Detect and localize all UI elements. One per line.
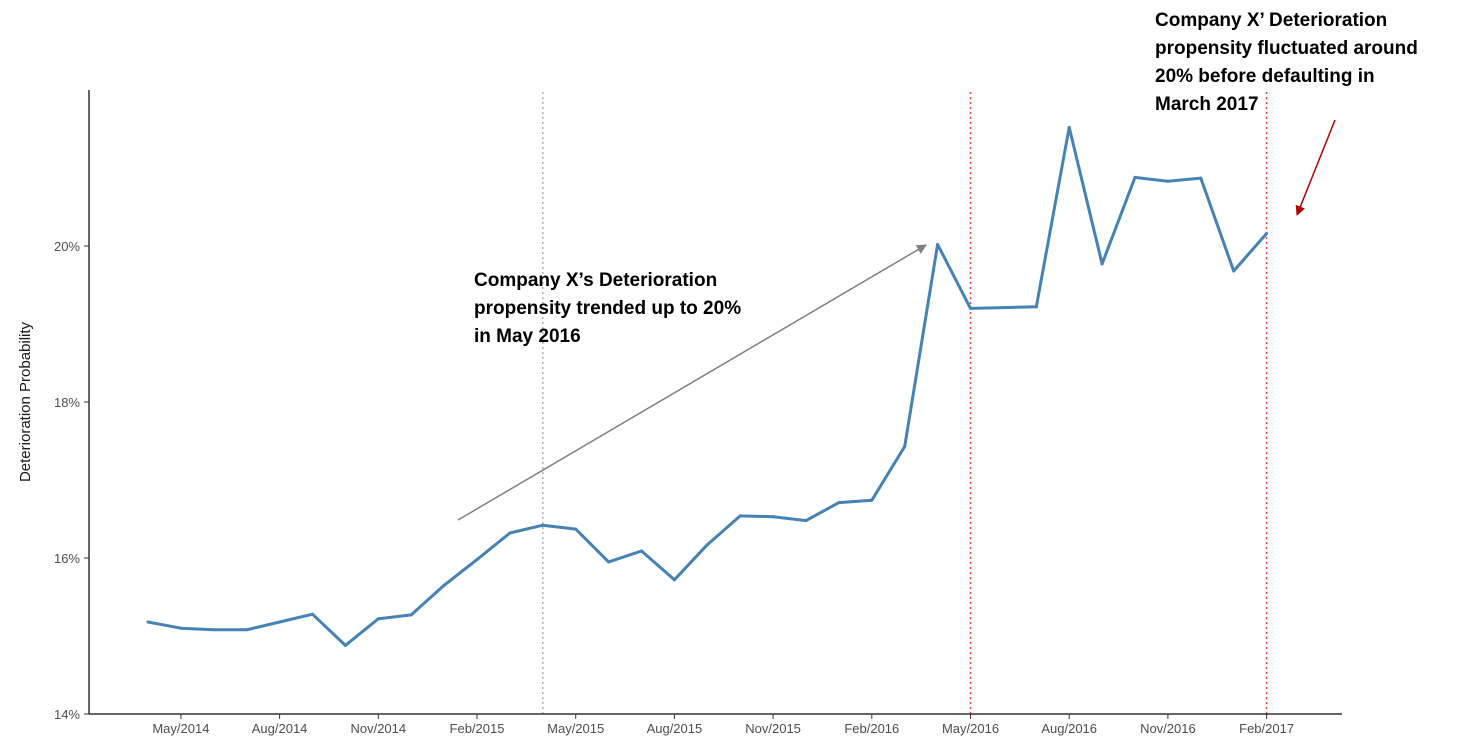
x-tick-label: Aug/2016 <box>1041 721 1097 736</box>
reference-lines <box>542 92 1268 714</box>
data-point <box>541 523 545 527</box>
data-point <box>1133 175 1137 179</box>
y-tick-label: 20% <box>54 239 80 254</box>
data-point <box>442 583 446 587</box>
data-point <box>1166 179 1170 183</box>
x-tick-label: Aug/2014 <box>252 721 308 736</box>
data-point <box>376 617 380 621</box>
x-tick-label: Feb/2015 <box>450 721 505 736</box>
y-tick-label: 16% <box>54 551 80 566</box>
data-point <box>146 620 150 624</box>
data-point <box>771 515 775 519</box>
data-point <box>508 531 512 535</box>
x-tick-label: Nov/2014 <box>350 721 406 736</box>
x-tick-label: Nov/2015 <box>745 721 801 736</box>
data-point <box>804 519 808 523</box>
data-point <box>1100 262 1104 266</box>
trend-arrow <box>457 244 927 521</box>
default-arrow <box>1295 119 1336 216</box>
data-point <box>607 560 611 564</box>
x-tick-label: Feb/2017 <box>1239 721 1294 736</box>
data-point <box>640 549 643 553</box>
data-point <box>574 527 578 531</box>
data-point <box>475 558 479 562</box>
annotation-trend: Company X’s Deterioration propensity tre… <box>474 270 742 347</box>
data-point <box>1034 305 1038 309</box>
data-point <box>936 242 940 246</box>
data-point <box>311 612 314 616</box>
x-axis-ticks: May/2014 Aug/2014 Nov/2014 Feb/2015 May/2015… <box>152 714 1294 736</box>
annotation-default: Company X’ Deterioration propensity fluc… <box>1155 10 1418 115</box>
x-tick-label: Aug/2015 <box>647 721 703 736</box>
data-point <box>1232 269 1236 273</box>
x-tick-label: May/2014 <box>152 721 209 736</box>
data-point <box>245 628 249 632</box>
x-tick-label: Nov/2016 <box>1140 721 1196 736</box>
data-point <box>343 643 347 647</box>
data-point <box>1001 306 1005 310</box>
x-tick-label: Feb/2016 <box>844 721 899 736</box>
series-line <box>147 125 1268 647</box>
data-point <box>278 620 282 624</box>
y-tick-label: 18% <box>54 395 80 410</box>
data-point <box>969 306 972 310</box>
data-point <box>1265 232 1269 236</box>
data-point <box>738 514 742 518</box>
data-point <box>870 498 874 502</box>
x-tick-label: May/2016 <box>942 721 999 736</box>
data-point <box>672 578 676 582</box>
y-axis-ticks: 14% 16% 18% 20% <box>54 239 89 722</box>
series-points <box>146 125 1269 647</box>
y-tick-label: 14% <box>54 707 80 722</box>
data-point <box>705 543 709 547</box>
data-point <box>212 628 216 632</box>
data-point <box>837 501 841 505</box>
data-point <box>1199 176 1203 180</box>
data-point <box>179 626 183 630</box>
data-point <box>903 444 907 448</box>
data-point <box>1067 125 1071 129</box>
data-point <box>409 613 413 617</box>
x-tick-label: May/2015 <box>547 721 604 736</box>
y-axis-label: Deterioration Probability <box>17 321 34 482</box>
